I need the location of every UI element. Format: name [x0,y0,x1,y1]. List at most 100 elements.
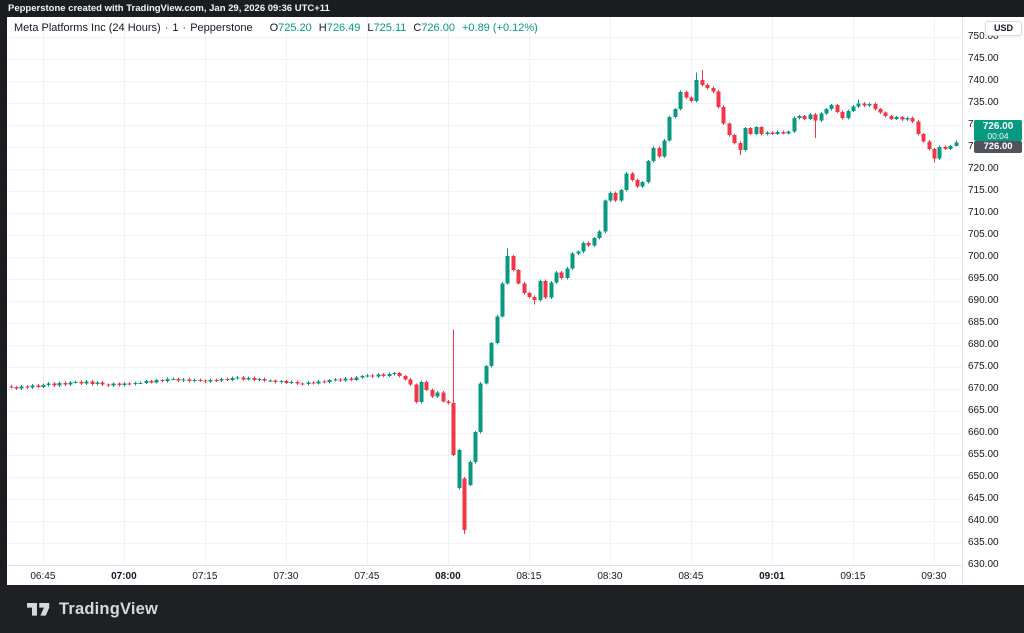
price-tick-label: 735.00 [968,97,999,108]
symbol-title: Meta Platforms Inc (24 Hours) [14,22,161,34]
candle-body [95,382,100,385]
candle-body [559,272,564,279]
candle-body [333,379,338,381]
price-tick-label: 640.00 [968,515,999,526]
candle-body [106,384,111,386]
candle-body [657,147,662,157]
candle-body [311,382,316,384]
low-label: L [367,22,374,34]
candle-body [721,106,726,124]
candle-body [484,366,489,384]
currency-label: USD [994,23,1014,33]
candle-body [451,403,456,455]
candle-body [36,385,41,387]
candle-body [203,380,208,382]
candle-body [219,378,224,381]
tradingview-logo[interactable]: TradingView [27,600,158,619]
candle-body [160,380,165,382]
candle-body [79,381,84,384]
candle-body [748,128,753,134]
candle-body [171,378,176,380]
candle-body [916,121,921,135]
candle-body [570,253,575,269]
price-tick-label: 665.00 [968,405,999,416]
candle-body [84,381,89,384]
candle-body [387,374,392,376]
candle-body [414,384,419,403]
candle-body [214,379,219,381]
candle-body [549,282,554,298]
candle-body [592,238,597,246]
candle-body [770,132,775,134]
open-value: 725.20 [278,22,312,34]
candle-body [408,379,413,385]
candle-body [878,109,883,113]
time-tick-label: 07:00 [111,571,137,582]
time-tick-label: 08:45 [678,571,704,582]
candle-body [954,142,959,147]
candle-body [673,109,678,118]
candle-body [338,379,343,381]
secondary-price-value: 726.00 [983,141,1013,152]
candle-body [273,380,278,382]
candle-body [603,200,608,232]
candle-body [705,84,710,89]
candle-body [257,378,262,381]
candle-body [397,373,402,377]
candle-body [57,382,62,386]
candle-body [268,380,273,382]
candle-body [522,283,527,294]
time-tick-label: 09:30 [921,571,947,582]
candle-body [117,383,122,386]
tradingview-logo-icon [27,602,50,616]
candle-body [511,256,516,271]
candle-body [786,131,791,134]
price-tick-label: 700.00 [968,251,999,262]
price-tick-label: 750.00 [968,31,999,42]
candle-body [430,389,435,397]
candle-body [90,381,95,385]
time-scale[interactable]: 06:45 07:00 07:15 07:30 07:45 08:00 08:15 08:30… [0,565,962,585]
candle-body [252,378,257,381]
candle-body [532,297,537,301]
candle-body [52,383,57,386]
left-toolbar-strip [0,17,7,585]
candle-body [905,117,910,120]
candle-body [819,113,824,121]
candle-body [295,381,300,384]
candle-body [505,256,510,284]
candle-body [894,117,899,119]
close-value: 726.00 [421,22,455,34]
candle-body [127,383,132,385]
price-tick-label: 695.00 [968,273,999,284]
candle-body [813,114,818,121]
candle-body [802,116,807,119]
candle-body [322,381,327,383]
candle-body [473,432,478,463]
candle-body [111,383,116,386]
time-tick-label: 08:30 [597,571,623,582]
provider-label: Pepperstone [190,22,253,34]
candle-body [889,116,894,119]
price-tick-label: 635.00 [968,537,999,548]
candle-body [576,251,581,254]
price-tick-label: 630.00 [968,559,999,570]
tradingview-logo-text: TradingView [59,599,159,618]
candle-body [856,103,861,107]
candle-body [608,192,613,201]
candle-body [478,383,483,433]
attribution-bar: Pepperstone created with TradingView.com… [0,0,1024,17]
candle-body [684,92,689,98]
candle-body [624,173,629,191]
attribution-text: Pepperstone created with TradingView.com… [8,3,330,14]
candle-body [138,382,143,384]
candle-body [9,386,14,388]
price-tick-label: 720.00 [968,163,999,174]
candle-body [154,380,159,383]
close-label: C [413,22,422,34]
candle-body [376,374,381,377]
candle-body [824,109,829,114]
change-value: +0.89 (+0.12%) [461,22,538,34]
candle-body [365,375,370,377]
